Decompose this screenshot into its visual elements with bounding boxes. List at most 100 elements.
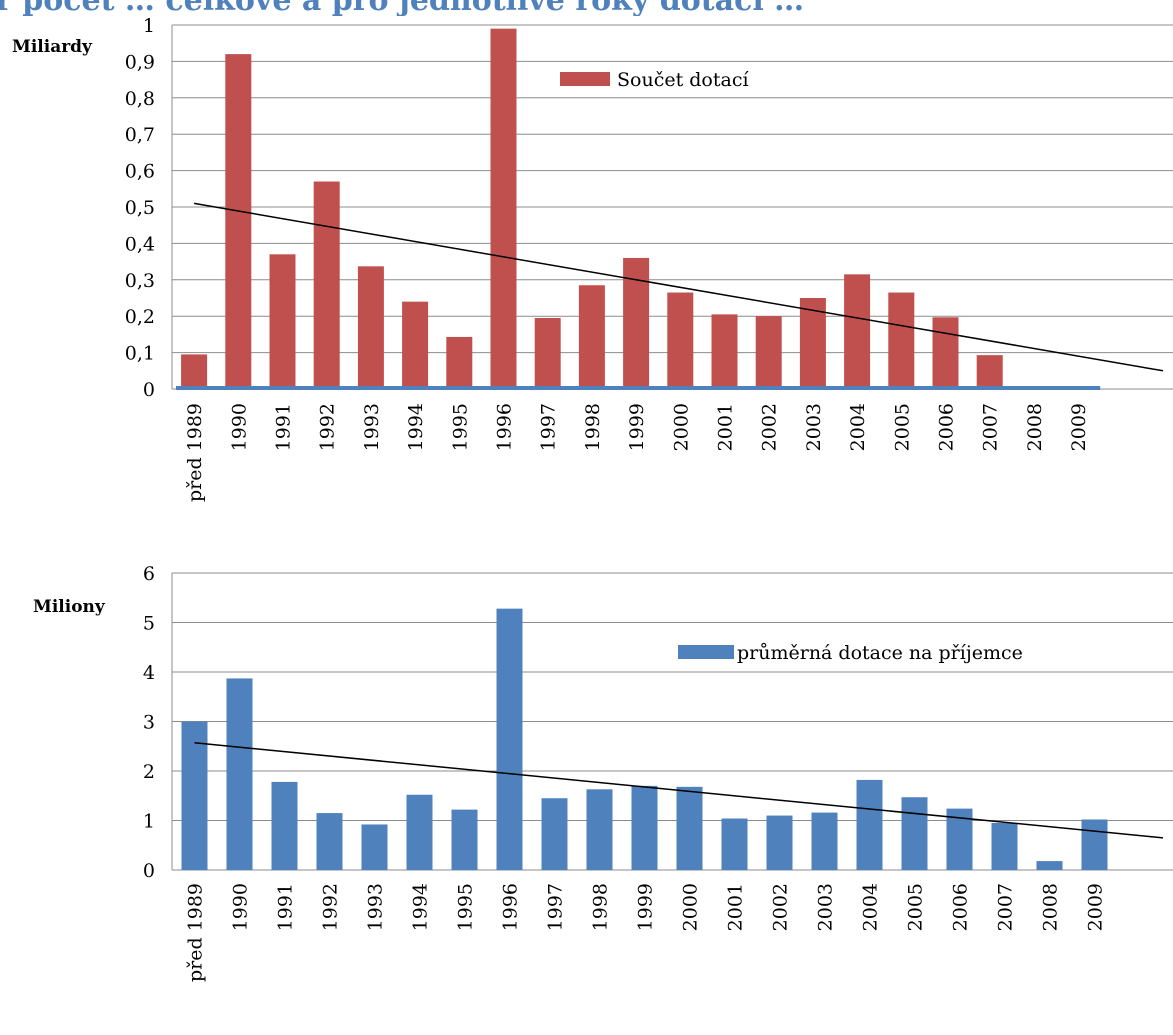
bar: [991, 822, 1018, 870]
x-tick-label: 1994: [405, 403, 427, 451]
y-tick-label: 5: [143, 613, 155, 635]
bar: [361, 824, 388, 870]
x-tick-label: 1996: [494, 403, 516, 451]
y-tick-label: 3: [143, 712, 155, 734]
x-tick-label: 1997: [545, 883, 567, 931]
y-tick-label: 0,1: [125, 343, 155, 365]
x-tick-label: 2007: [995, 883, 1017, 931]
y-tick-label: 0,9: [125, 51, 155, 73]
y-tick-label: 0,6: [125, 161, 155, 183]
x-tick-label: 2000: [680, 883, 702, 931]
average-subsidy-chart: 0 1 2 3 4 5 6 Miliony před 1989 1990 1991 1992 1993 1…: [33, 563, 1173, 982]
y-unit-label: Miliardy: [12, 37, 93, 57]
bar: [901, 797, 928, 870]
bar: [811, 812, 838, 870]
bar: [888, 292, 915, 389]
x-tick-label: 1990: [228, 403, 250, 451]
x-tick-label: 2007: [980, 403, 1002, 451]
x-tick-label: 1991: [275, 883, 297, 931]
x-tick-label: 2001: [725, 883, 747, 931]
bar: [181, 354, 208, 389]
bar: [271, 781, 298, 870]
bar: [534, 318, 561, 389]
bar: [799, 298, 826, 389]
legend-swatch: [560, 72, 610, 86]
bar: [844, 274, 871, 389]
trend-line: [193, 202, 1164, 372]
bar: [976, 355, 1003, 389]
y-unit-label: Miliony: [33, 597, 106, 617]
y-tick-label: 0,3: [125, 270, 155, 292]
y-tick-label: 2: [143, 761, 155, 783]
x-tick-label: 1995: [455, 883, 477, 931]
bar: [269, 254, 296, 389]
x-tick-label: 2004: [860, 883, 882, 931]
y-tick-label: 0,2: [125, 306, 155, 328]
bar: [181, 721, 208, 870]
x-tick-label: 1999: [626, 403, 648, 451]
x-tick-label: 2003: [803, 403, 825, 451]
legend-label: Součet dotací: [617, 69, 749, 91]
bar: [856, 779, 883, 870]
bar: [541, 798, 568, 870]
y-tick-label: 4: [143, 662, 155, 684]
bar: [451, 809, 478, 870]
x-tick-label: před 1989: [184, 403, 206, 502]
x-tick-label: 1998: [590, 883, 612, 931]
x-tick-label: 2005: [891, 403, 913, 451]
x-tick-label: 2000: [670, 403, 692, 451]
bar: [316, 813, 343, 870]
y-tick-label: 6: [143, 563, 155, 585]
y-tick-label: 0,5: [125, 197, 155, 219]
y-tick-label: 0,7: [125, 124, 155, 146]
bar: [721, 818, 748, 870]
bar: [578, 285, 605, 389]
x-tick-label: 1995: [449, 403, 471, 451]
x-tick-label: 2004: [847, 403, 869, 451]
bar: [667, 292, 694, 389]
x-tick-label: 1994: [410, 883, 432, 931]
x-tick-label: 1993: [361, 403, 383, 451]
x-tick-label: 1991: [273, 403, 295, 451]
bar: [496, 608, 523, 870]
page-title: ř počet … celkově a pro jednotlivé roky …: [0, 0, 996, 16]
x-tick-label: 1992: [317, 403, 339, 451]
bar: [631, 785, 658, 870]
x-tick-label: 2009: [1085, 883, 1107, 931]
x-tick-label: 2003: [815, 883, 837, 931]
x-tick-label: 2006: [950, 883, 972, 931]
y-tick-label: 1: [143, 15, 155, 37]
bar: [755, 316, 782, 389]
x-tick-label: 2006: [936, 403, 958, 451]
x-tick-label: 1997: [538, 403, 560, 451]
bar: [406, 794, 433, 870]
bar: [226, 678, 253, 870]
x-tick-label: 2001: [715, 403, 737, 451]
x-tick-label: 2002: [759, 403, 781, 451]
bar: [586, 789, 613, 870]
x-tick-label: 2005: [905, 883, 927, 931]
trend-line: [194, 742, 1164, 839]
legend-swatch: [678, 645, 734, 659]
bar: [313, 181, 340, 389]
bar: [490, 28, 517, 389]
x-tick-label: 1996: [500, 883, 522, 931]
y-tick-label: 0,4: [125, 233, 155, 255]
x-tick-label: 1998: [582, 403, 604, 451]
x-tick-label: 1990: [230, 883, 252, 931]
x-tick-label: 1999: [635, 883, 657, 931]
x-tick-label: 2009: [1068, 403, 1090, 451]
y-tick-label: 1: [143, 811, 155, 833]
x-tick-label: 1993: [365, 883, 387, 931]
y-tick-label: 0,8: [125, 88, 155, 110]
x-tick-label: 2008: [1040, 883, 1062, 931]
bar: [1081, 819, 1108, 870]
x-tick-label: 2002: [770, 883, 792, 931]
bar: [225, 54, 252, 390]
bar: [932, 317, 959, 389]
bar: [357, 266, 384, 389]
x-tick-label: 1992: [320, 883, 342, 931]
bar: [446, 336, 473, 389]
x-tick-label: 2008: [1024, 403, 1046, 451]
bar: [402, 301, 429, 389]
